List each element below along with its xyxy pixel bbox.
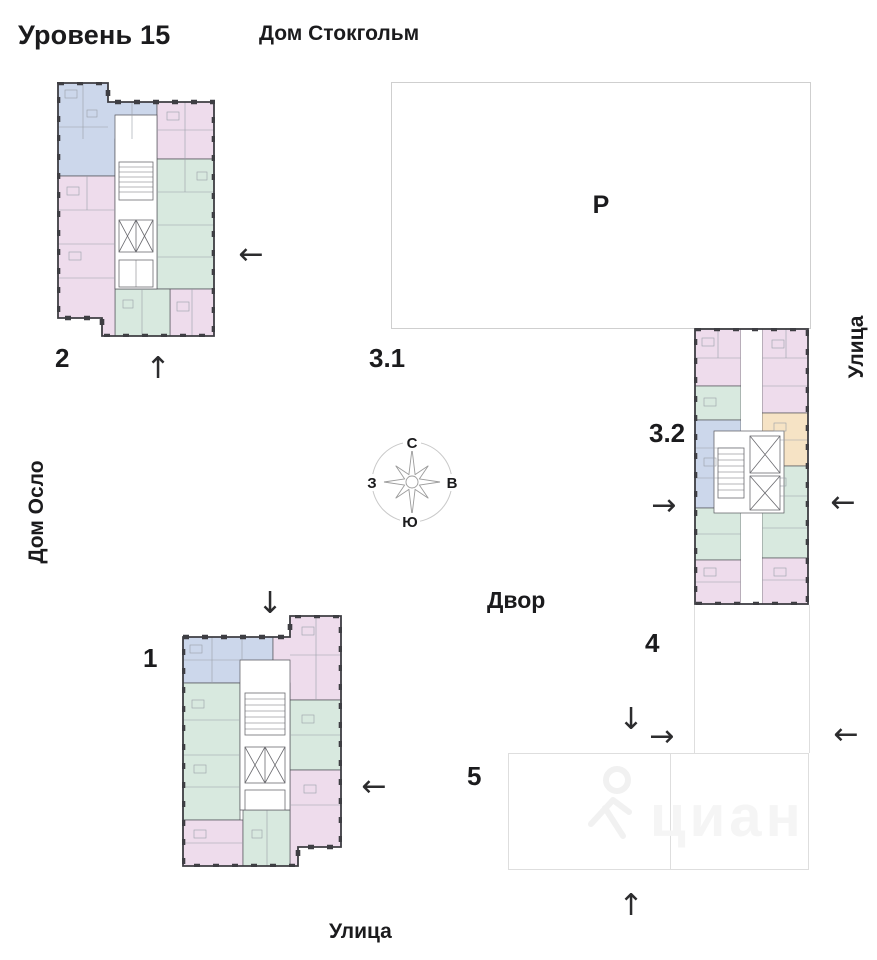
parking-label: Р xyxy=(592,191,610,219)
compass-rose: С В Ю З xyxy=(362,432,462,537)
section-5-label[interactable]: 5 xyxy=(467,761,482,791)
lot-line-right-of-4 xyxy=(809,605,810,753)
section-3-1-label[interactable]: 3.1 xyxy=(369,343,406,373)
house-oslo-label: Дом Осло xyxy=(25,460,48,564)
courtyard-label: Двор xyxy=(487,587,546,613)
lot-outline-5 xyxy=(508,753,809,870)
compass-west-label: З xyxy=(367,475,376,492)
arrow-down-icon: ↓ xyxy=(618,702,644,737)
house-stockholm-label: Дом Стокгольм xyxy=(259,22,420,45)
building-3-2-floorplan[interactable] xyxy=(692,326,811,610)
cian-watermark xyxy=(583,762,645,849)
arrow-left-icon: ← xyxy=(833,717,859,752)
street-right-label: Улица xyxy=(845,315,868,379)
arrow-right-icon: → xyxy=(649,719,675,754)
cian-watermark-text: циан xyxy=(650,784,805,849)
section-3-2-label[interactable]: 3.2 xyxy=(649,418,686,448)
arrow-up-icon: ↑ xyxy=(618,888,644,923)
arrow-up-icon: ↑ xyxy=(145,351,171,386)
parking-section[interactable]: Р xyxy=(391,82,811,329)
arrow-left-icon: ← xyxy=(830,485,856,520)
page-title: Уровень 15 xyxy=(18,20,171,50)
street-bottom-label: Улица xyxy=(329,920,392,943)
arrow-down-icon: ↓ xyxy=(257,586,283,621)
building-2-floorplan[interactable] xyxy=(55,80,217,342)
section-1-label[interactable]: 1 xyxy=(143,643,158,673)
section-4-label[interactable]: 4 xyxy=(645,628,660,658)
compass-east-label: В xyxy=(447,475,458,492)
cian-pin-icon xyxy=(588,766,632,839)
compass-north-label: С xyxy=(407,435,418,452)
section-2-label[interactable]: 2 xyxy=(55,343,70,373)
lot-line-left-of-4 xyxy=(694,605,695,753)
lot-divider-5 xyxy=(670,753,671,870)
arrow-right-icon: → xyxy=(651,488,677,523)
arrow-left-icon: ← xyxy=(361,769,387,804)
building-1-floorplan[interactable] xyxy=(180,613,344,872)
arrow-left-icon: ← xyxy=(238,237,264,272)
compass-south-label: Ю xyxy=(402,514,417,531)
